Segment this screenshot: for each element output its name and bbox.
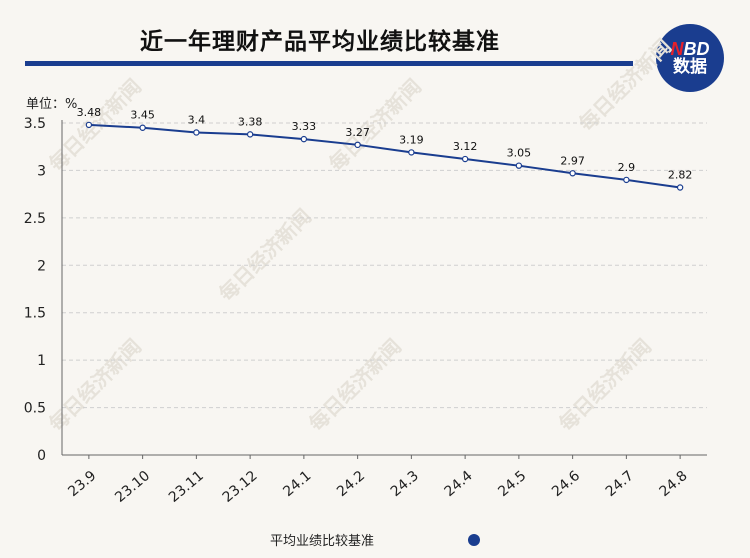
series-line-group [85, 121, 684, 191]
watermark-text: 每日经济新闻 [44, 334, 146, 436]
legend: 平均业绩比较基准 [0, 530, 750, 549]
legend-marker [468, 533, 480, 546]
x-tick-label: 23.11 [166, 468, 207, 506]
x-tick-label: 23.9 [65, 468, 99, 500]
y-tick-label: 2 [37, 258, 46, 274]
x-tick-label: 24.2 [334, 468, 368, 500]
x-tick-label: 24.5 [495, 468, 529, 500]
data-point [354, 141, 361, 149]
data-label: 2.9 [618, 161, 636, 174]
y-tick-label: 3.5 [24, 116, 46, 132]
data-point [461, 155, 469, 163]
data-label: 2.82 [668, 169, 693, 182]
x-tick-label: 24.7 [603, 468, 637, 500]
data-point [408, 149, 415, 156]
x-tick-label: 23.10 [112, 468, 153, 506]
data-label: 3.19 [399, 133, 424, 146]
data-label: 3.45 [130, 109, 155, 122]
x-tick-label: 24.8 [657, 468, 691, 500]
logo-rest: BD [683, 38, 710, 59]
data-point [569, 170, 576, 177]
data-point [300, 135, 308, 143]
data-point [246, 131, 254, 138]
data-label: 3.48 [77, 106, 102, 119]
y-tick-label: 0.5 [24, 401, 46, 417]
watermark-text: 每日经济新闻 [304, 334, 406, 436]
data-point [193, 129, 200, 136]
x-tick-label: 24.3 [388, 468, 422, 500]
data-labels: 3.48 3.45 3.4 3.38 3.33 3.27 3.19 3.12 3.05 2.97 2… [77, 106, 693, 182]
x-tick-label: 24.1 [280, 468, 314, 500]
watermark-text: 每日经济新闻 [214, 204, 316, 306]
unit-label: 单位：% [26, 97, 78, 112]
data-label: 3.38 [238, 115, 263, 128]
data-point [623, 176, 630, 184]
watermark-text: 每日经济新闻 [324, 74, 426, 176]
x-tick-label: 24.6 [549, 468, 583, 500]
y-tick-label: 3 [37, 163, 46, 179]
logo-text-bottom: 数据 [673, 56, 707, 77]
data-label: 3.33 [292, 120, 317, 133]
logo-accent-letter: N [670, 38, 684, 59]
nbd-logo: NBD 数据 [656, 24, 724, 92]
x-axis: 23.9 23.10 23.11 23.12 24.1 24.2 24.3 24.4 24.5 2… [62, 454, 707, 506]
watermark-text: 每日经济新闻 [554, 334, 656, 436]
y-axis: 0 0.5 1 1.5 2 2.5 3 3.5 [24, 116, 63, 464]
y-tick-label: 1 [37, 353, 46, 369]
series-line [88, 123, 681, 189]
data-point [676, 184, 684, 191]
chart-title: 近一年理财产品平均业绩比较基准 [140, 29, 500, 55]
data-label: 3.4 [188, 113, 206, 126]
x-tick-label: 24.4 [442, 468, 476, 500]
data-label: 3.12 [453, 140, 478, 153]
y-tick-label: 2.5 [24, 211, 46, 227]
watermark-text: 每日经济新闻 [574, 34, 676, 136]
y-tick-label: 1.5 [24, 306, 46, 322]
data-label: 3.27 [345, 126, 370, 139]
data-label: 3.05 [507, 147, 532, 160]
data-point [139, 124, 146, 131]
logo-text-top: NBD [670, 38, 710, 59]
y-tick-label: 0 [37, 448, 46, 464]
data-point [515, 162, 523, 169]
data-label: 2.97 [560, 154, 585, 167]
data-point [85, 121, 93, 129]
x-tick-label: 23.12 [220, 468, 261, 506]
title-underline [25, 61, 633, 66]
legend-label: 平均业绩比较基准 [269, 534, 374, 549]
gridlines [62, 122, 707, 409]
